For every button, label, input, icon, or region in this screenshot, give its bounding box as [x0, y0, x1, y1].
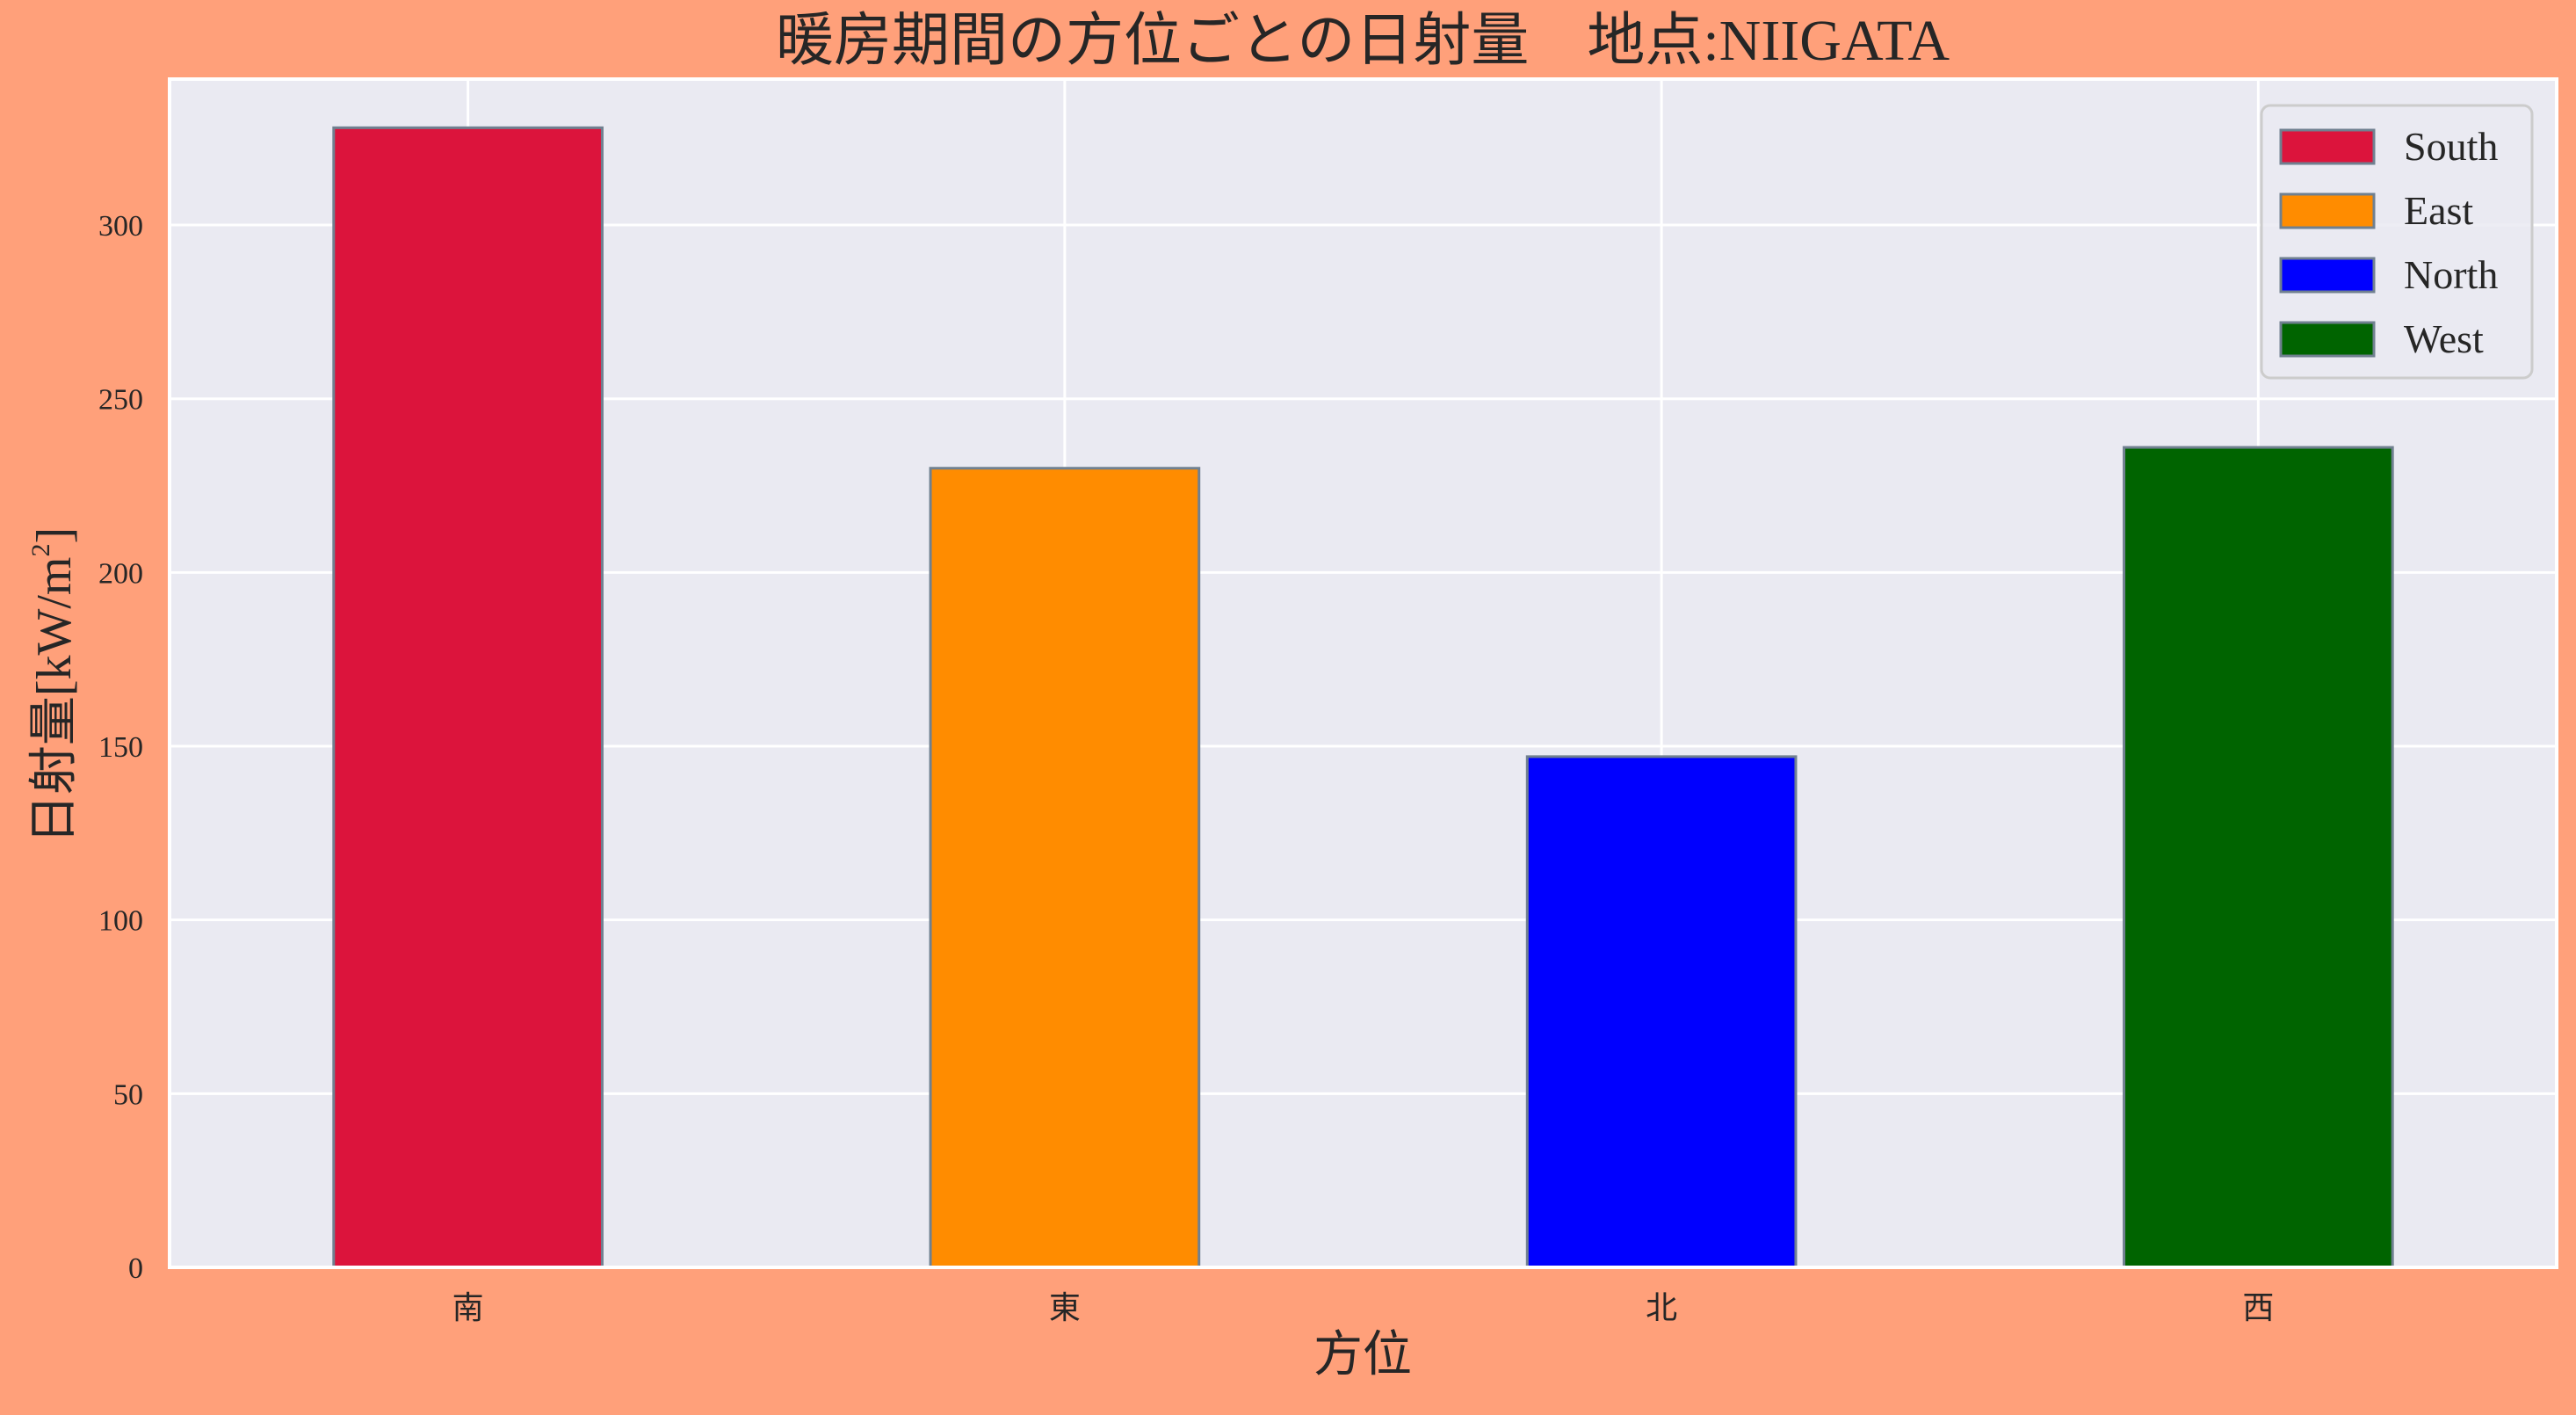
- legend-box: [2260, 104, 2534, 380]
- legend-label: South: [2404, 124, 2498, 169]
- y-tick-label: 150: [98, 731, 143, 764]
- legend-swatch: [2279, 192, 2376, 229]
- bar-east: [929, 467, 1201, 1269]
- legend-label: West: [2404, 316, 2484, 361]
- x-tick-label: 東: [1049, 1290, 1081, 1325]
- x-tick-label: 南: [452, 1290, 484, 1325]
- legend-swatch: [2279, 321, 2376, 358]
- plot-frame: [168, 77, 2558, 1269]
- y-axis-label: 日射量[kW/m2]: [26, 527, 82, 844]
- legend-swatch: [2279, 257, 2376, 294]
- y-tick-label: 50: [113, 1078, 143, 1111]
- y-tick-label: 100: [98, 905, 143, 938]
- x-axis-label: 方位: [1313, 1328, 1412, 1382]
- chart-title: 暖房期間の方位ごとの日射量 地点:NIIGATA: [776, 9, 1950, 73]
- legend-label: North: [2404, 252, 2498, 297]
- x-tick-label: 北: [1646, 1290, 1677, 1325]
- y-axis-label-end: ]: [27, 527, 82, 544]
- y-axis-label-superscript: 2: [26, 544, 55, 557]
- legend: South East North West: [2260, 104, 2534, 380]
- y-tick-label: 0: [128, 1252, 143, 1285]
- y-tick-label: 200: [98, 557, 143, 590]
- y-axis-label-main: 日射量[kW/m: [27, 557, 82, 845]
- bars: [332, 126, 2394, 1269]
- bar-west: [2123, 446, 2394, 1269]
- y-axis-ticks: 0 50 100 150 200 250 300: [98, 210, 143, 1285]
- bar-south: [332, 126, 604, 1269]
- y-tick-label: 250: [98, 384, 143, 417]
- legend-swatch: [2279, 128, 2376, 165]
- x-tick-label: 西: [2242, 1290, 2274, 1325]
- y-tick-label: 300: [98, 210, 143, 243]
- legend-label: East: [2404, 188, 2473, 233]
- bar-north: [1525, 755, 1798, 1269]
- x-axis-ticks: 南東北西: [452, 1290, 2275, 1325]
